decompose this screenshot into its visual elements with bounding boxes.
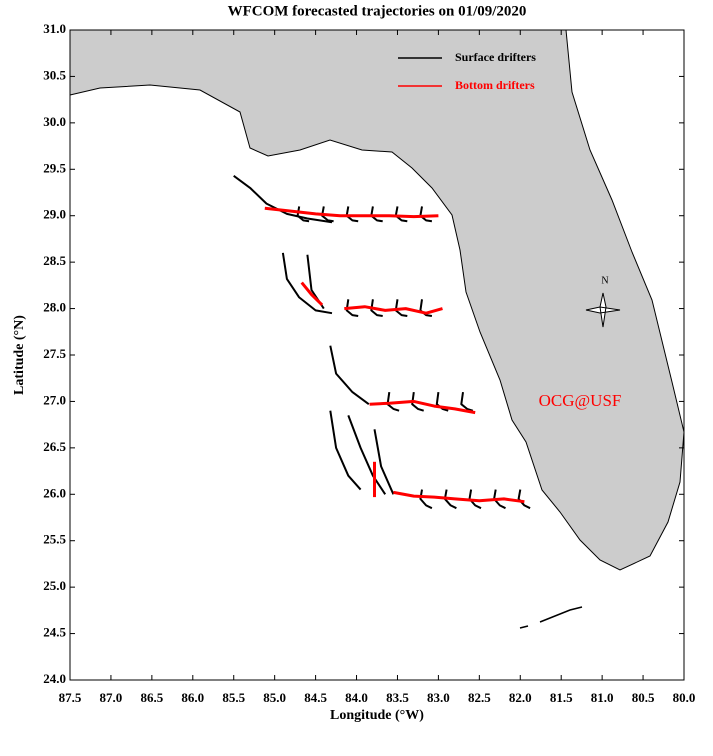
y-tick-label: 30.0 xyxy=(43,114,66,129)
x-tick-label: 87.0 xyxy=(100,690,123,705)
y-tick-label: 27.0 xyxy=(43,392,66,407)
surface-drifter-track xyxy=(321,206,334,223)
bottom-drifter-track xyxy=(393,490,525,504)
x-tick-label: 87.5 xyxy=(59,690,82,705)
surface-drifter-track xyxy=(443,489,457,510)
surface-drifter-track xyxy=(460,391,474,412)
bottom-drifter-track xyxy=(264,206,439,219)
legend-label: Surface drifters xyxy=(455,50,536,64)
x-tick-label: 82.5 xyxy=(468,690,491,705)
surface-drifter-track xyxy=(370,299,383,317)
x-tick-label: 85.0 xyxy=(263,690,286,705)
bottom-drifter-track xyxy=(369,399,476,415)
land xyxy=(69,29,685,629)
y-tick-label: 28.5 xyxy=(43,253,66,268)
surface-drifter-track xyxy=(347,415,387,495)
x-tick-label: 86.5 xyxy=(140,690,163,705)
x-tick-label: 82.0 xyxy=(509,690,532,705)
surface-drifter-track xyxy=(329,410,362,491)
x-tick-label: 83.5 xyxy=(386,690,409,705)
x-tick-label: 83.0 xyxy=(427,690,450,705)
surface-drifter-track xyxy=(411,391,424,412)
legend-label: Bottom drifters xyxy=(455,78,535,92)
bottom-drifter-track xyxy=(344,305,443,315)
y-tick-label: 31.0 xyxy=(43,21,66,36)
surface-drifter-track xyxy=(281,252,333,315)
florida-land xyxy=(69,29,685,571)
y-tick-label: 30.5 xyxy=(43,67,66,82)
x-tick-label: 81.0 xyxy=(591,690,614,705)
chart-title: WFCOM forecasted trajectories on 01/09/2… xyxy=(228,3,527,19)
x-tick-label: 86.0 xyxy=(181,690,204,705)
x-tick-label: 84.5 xyxy=(304,690,327,705)
surface-drifter-track xyxy=(419,489,433,510)
y-tick-label: 29.0 xyxy=(43,207,66,222)
y-tick-label: 24.0 xyxy=(43,671,66,686)
compass: N xyxy=(585,275,621,328)
x-tick-label: 85.5 xyxy=(222,690,245,705)
y-tick-label: 29.5 xyxy=(43,160,66,175)
x-tick-label: 80.5 xyxy=(632,690,655,705)
surface-drifter-track xyxy=(386,391,400,412)
x-tick-label: 84.0 xyxy=(345,690,368,705)
y-axis-label: Latitude (°N) xyxy=(12,315,27,395)
y-tick-label: 26.0 xyxy=(43,485,66,500)
surface-drifter-track xyxy=(517,489,531,510)
surface-drifter-track xyxy=(419,206,433,223)
x-tick-label: 80.0 xyxy=(673,690,696,705)
annotation: OCG@USF xyxy=(539,391,622,410)
bottom-drifter-track xyxy=(300,281,324,306)
surface-drifter-track xyxy=(493,489,506,510)
y-tick-label: 28.0 xyxy=(43,300,66,315)
x-axis-label: Longitude (°W) xyxy=(330,708,424,723)
y-tick-label: 25.5 xyxy=(43,532,66,547)
florida-keys xyxy=(519,606,583,629)
surface-drifter-track xyxy=(370,206,383,223)
surface-drifter-track xyxy=(394,206,408,223)
compass-north: N xyxy=(601,275,608,286)
y-tick-label: 26.5 xyxy=(43,439,66,454)
surface-drifter-track xyxy=(345,299,359,317)
y-tick-label: 27.5 xyxy=(43,346,66,361)
compass-rose xyxy=(585,292,621,328)
surface-drifter-track xyxy=(394,299,408,317)
surface-drifter-track xyxy=(345,206,359,223)
surface-drifter-track xyxy=(373,429,395,495)
surface-drifter-track xyxy=(468,489,482,510)
x-tick-label: 81.5 xyxy=(550,690,573,705)
y-tick-label: 24.5 xyxy=(43,625,66,640)
surface-drifter-track xyxy=(329,345,370,406)
y-tick-label: 25.0 xyxy=(43,578,66,593)
